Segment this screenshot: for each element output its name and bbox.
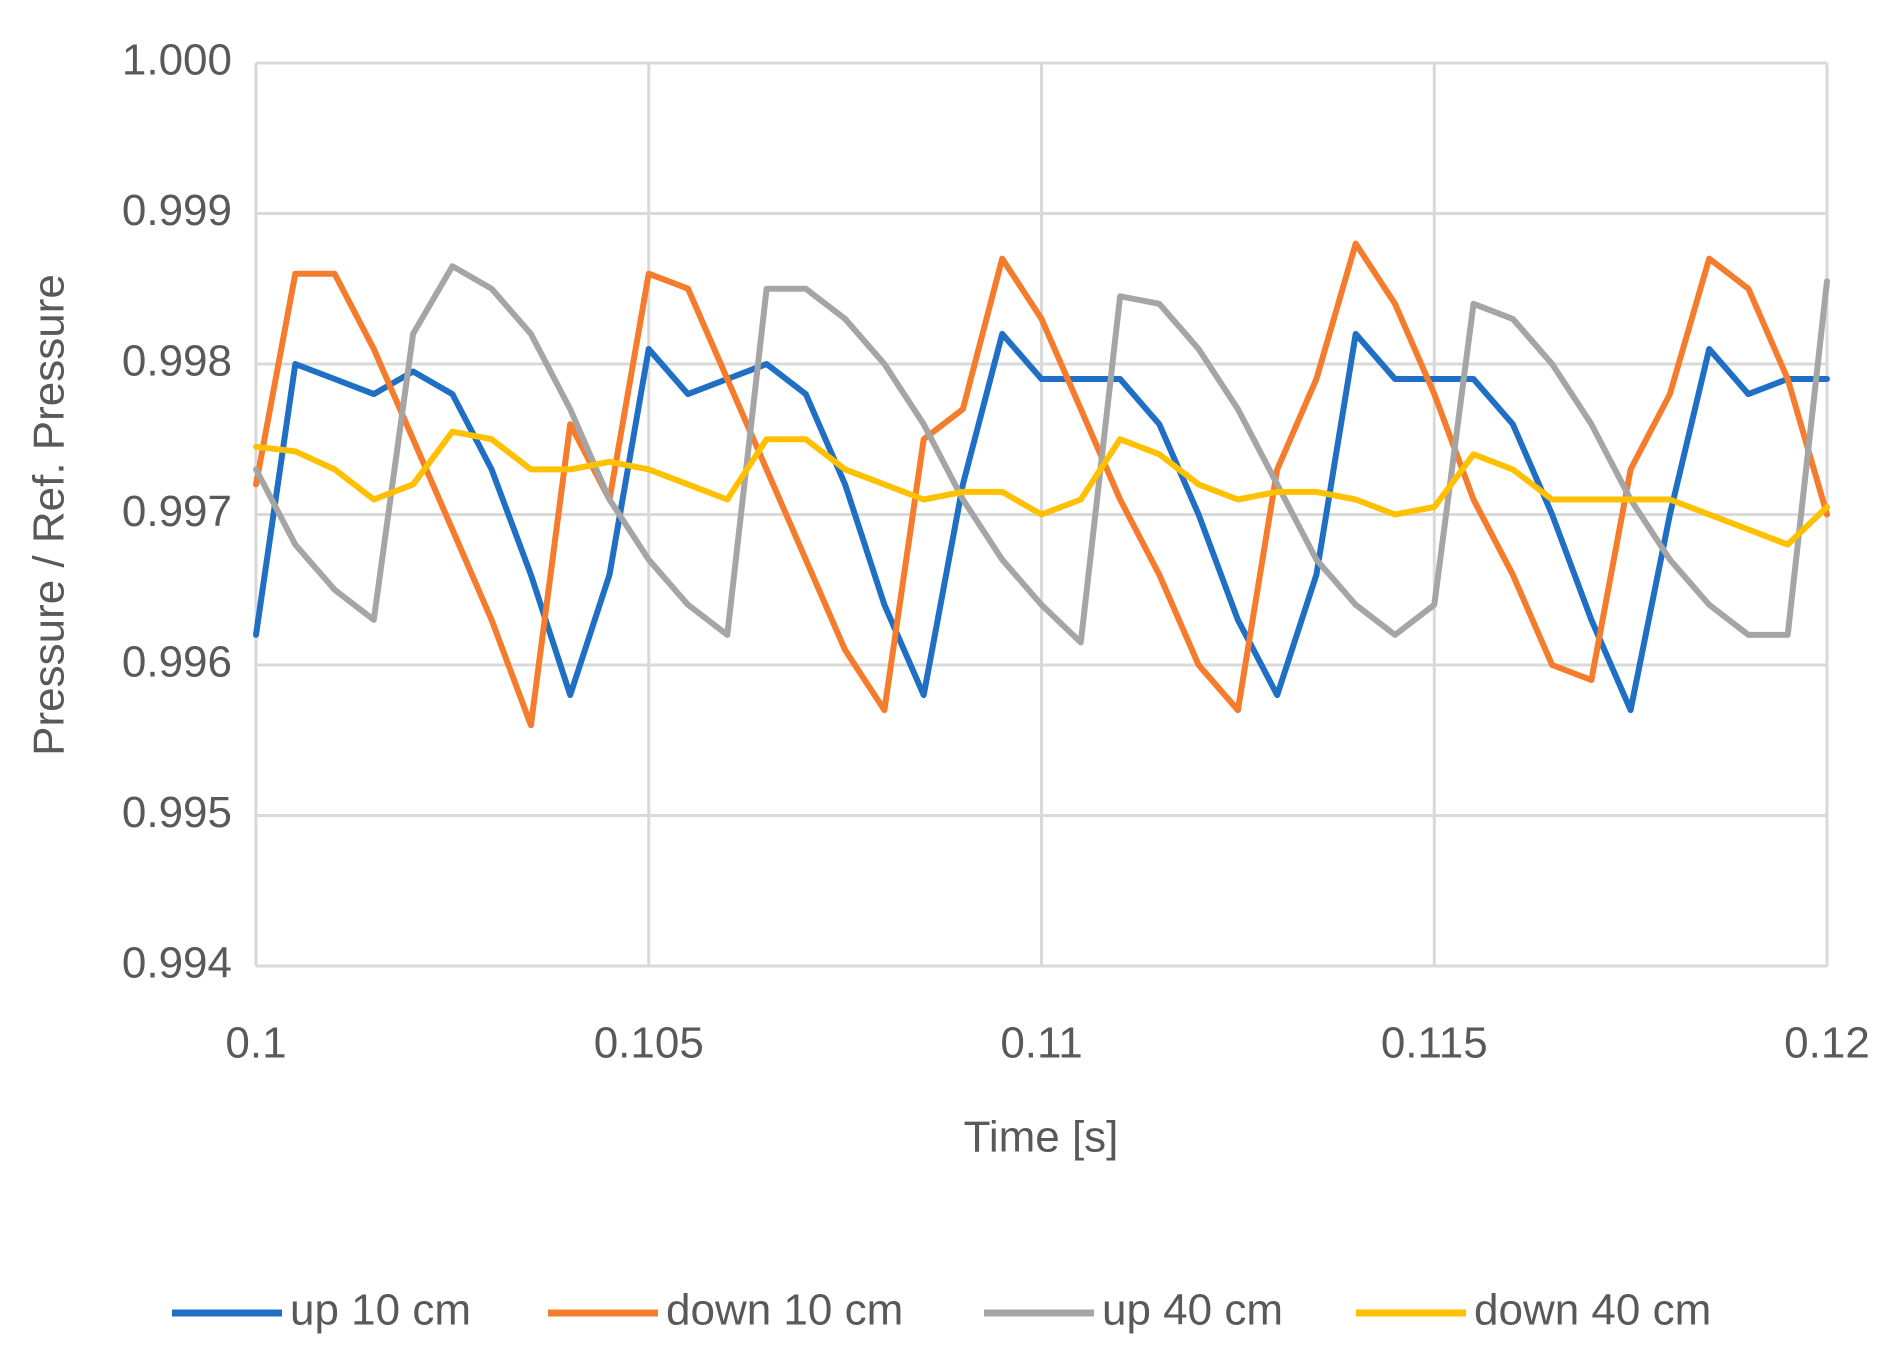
x-tick-label: 0.12	[1784, 1019, 1870, 1068]
y-tick-label: 1.000	[122, 36, 232, 85]
series-line	[253, 240, 1830, 729]
x-tick-label: 0.105	[594, 1019, 704, 1068]
y-tick-label: 0.994	[122, 939, 232, 988]
x-tick-label: 0.115	[1381, 1019, 1488, 1068]
legend-label: down 10 cm	[666, 1286, 903, 1335]
y-tick-label: 0.995	[122, 788, 232, 837]
legend-label: up 10 cm	[290, 1286, 471, 1335]
x-tick-label: 0.11	[1000, 1019, 1082, 1068]
y-tick-label: 0.996	[122, 638, 232, 687]
y-axis-title: Pressure / Ref. Pressure	[25, 274, 74, 756]
series-line	[253, 428, 1830, 548]
x-axis-title: Time [s]	[964, 1113, 1119, 1162]
y-tick-label: 0.998	[122, 337, 232, 386]
x-tick-label: 0.1	[225, 1019, 286, 1068]
legend-label: up 40 cm	[1102, 1286, 1283, 1335]
series-line	[253, 330, 1830, 714]
y-tick-label: 0.997	[122, 487, 232, 536]
legend-label: down 40 cm	[1474, 1286, 1711, 1335]
y-tick-label: 0.999	[122, 186, 232, 235]
series-line	[253, 263, 1830, 646]
